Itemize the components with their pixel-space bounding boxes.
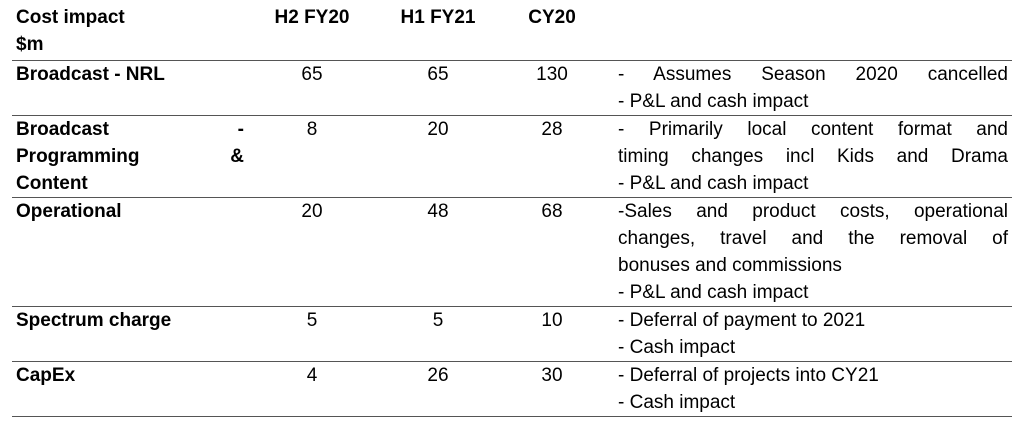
note-line: - P&L and cash impact: [618, 91, 809, 112]
cell-cy20: 10: [541, 310, 563, 331]
cell-notes: - Assumes Season 2020 cancelled - P&L an…: [604, 61, 1012, 116]
note-line: -Sales and product costs, operational: [618, 201, 1008, 222]
header-cost-impact-line1: Cost impact: [16, 7, 125, 28]
note-line: - P&L and cash impact: [618, 173, 809, 194]
note-line: changes, travel and the removal of: [618, 228, 1008, 249]
cost-impact-table: Cost impact $m H2 FY20 H1 FY21 CY20 Broa…: [12, 4, 1012, 417]
table-row: Broadcast - NRL 65 65 130 - Assumes Seas…: [12, 61, 1012, 116]
cell-notes: - Deferral of projects into CY21 - Cash …: [604, 362, 1012, 417]
note-line: - P&L and cash impact: [618, 282, 809, 303]
cell-h1-fy21: 5: [432, 310, 444, 331]
table-row: Spectrum charge 5 5 10 - Deferral of pay…: [12, 307, 1012, 362]
header-h2-fy20: H2 FY20: [248, 4, 376, 61]
row-item-label: Spectrum charge: [16, 310, 172, 331]
cell-h1-fy21: 65: [427, 64, 449, 85]
note-line: timing changes incl Kids and Drama: [618, 146, 1008, 167]
note-line: - Cash impact: [618, 337, 736, 358]
table-row: Broadcast - Programming & Content 8 20 2…: [12, 116, 1012, 198]
cell-h2-fy20: 8: [306, 119, 318, 140]
row-item-broadcast-nrl: Broadcast - NRL: [12, 61, 248, 116]
cell-h2-fy20: 20: [301, 201, 323, 222]
row-item-label: CapEx: [16, 365, 76, 386]
note-line: bonuses and commissions: [618, 255, 842, 276]
cell-notes: - Primarily local content format and tim…: [604, 116, 1012, 198]
cell-cy20: 30: [541, 365, 563, 386]
row-item-operational: Operational: [12, 198, 248, 307]
header-h1-fy21: H1 FY21: [376, 4, 500, 61]
cell-notes: - Deferral of payment to 2021 - Cash imp…: [604, 307, 1012, 362]
note-line: - Deferral of payment to 2021: [618, 310, 866, 331]
header-notes: [604, 4, 1012, 61]
cell-h2-fy20: 5: [306, 310, 318, 331]
row-item-label: Broadcast - NRL: [16, 64, 165, 85]
row-item-spectrum-charge: Spectrum charge: [12, 307, 248, 362]
table-row: Operational 20 48 68 -Sales and product …: [12, 198, 1012, 307]
cell-h1-fy21: 48: [427, 201, 449, 222]
cell-cy20: 130: [536, 64, 568, 85]
cell-h1-fy21: 20: [427, 119, 449, 140]
row-item-broadcast-programming-content: Broadcast - Programming & Content: [12, 116, 248, 198]
table-row: CapEx 4 26 30 - Deferral of projects int…: [12, 362, 1012, 417]
note-line: - Assumes Season 2020 cancelled: [618, 64, 1008, 85]
cell-h2-fy20: 4: [306, 365, 318, 386]
row-item-capex: CapEx: [12, 362, 248, 417]
cell-h1-fy21: 26: [427, 365, 449, 386]
cell-h2-fy20: 65: [301, 64, 323, 85]
table-header-row: Cost impact $m H2 FY20 H1 FY21 CY20: [12, 4, 1012, 61]
row-item-label: Programming &: [16, 146, 244, 167]
row-item-label: Broadcast -: [16, 119, 244, 140]
header-cost-impact: Cost impact $m: [12, 4, 248, 61]
note-line: - Cash impact: [618, 392, 736, 413]
cell-cy20: 68: [541, 201, 563, 222]
cell-notes: -Sales and product costs, operational ch…: [604, 198, 1012, 307]
cell-cy20: 28: [541, 119, 563, 140]
note-line: - Deferral of projects into CY21: [618, 365, 879, 386]
row-item-label: Content: [16, 173, 88, 194]
note-line: - Primarily local content format and: [618, 119, 1008, 140]
header-cost-impact-unit: $m: [16, 34, 44, 55]
row-item-label: Operational: [16, 201, 122, 222]
header-cy20: CY20: [500, 4, 604, 61]
